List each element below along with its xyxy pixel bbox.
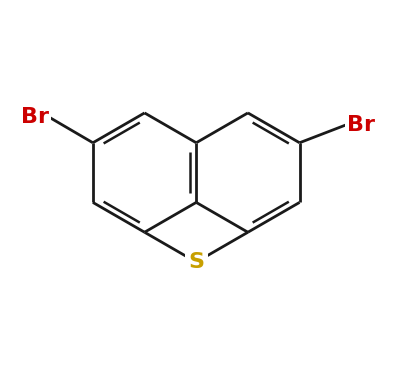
- Text: Br: Br: [347, 114, 375, 135]
- Text: Br: Br: [21, 107, 49, 127]
- Text: S: S: [188, 252, 204, 272]
